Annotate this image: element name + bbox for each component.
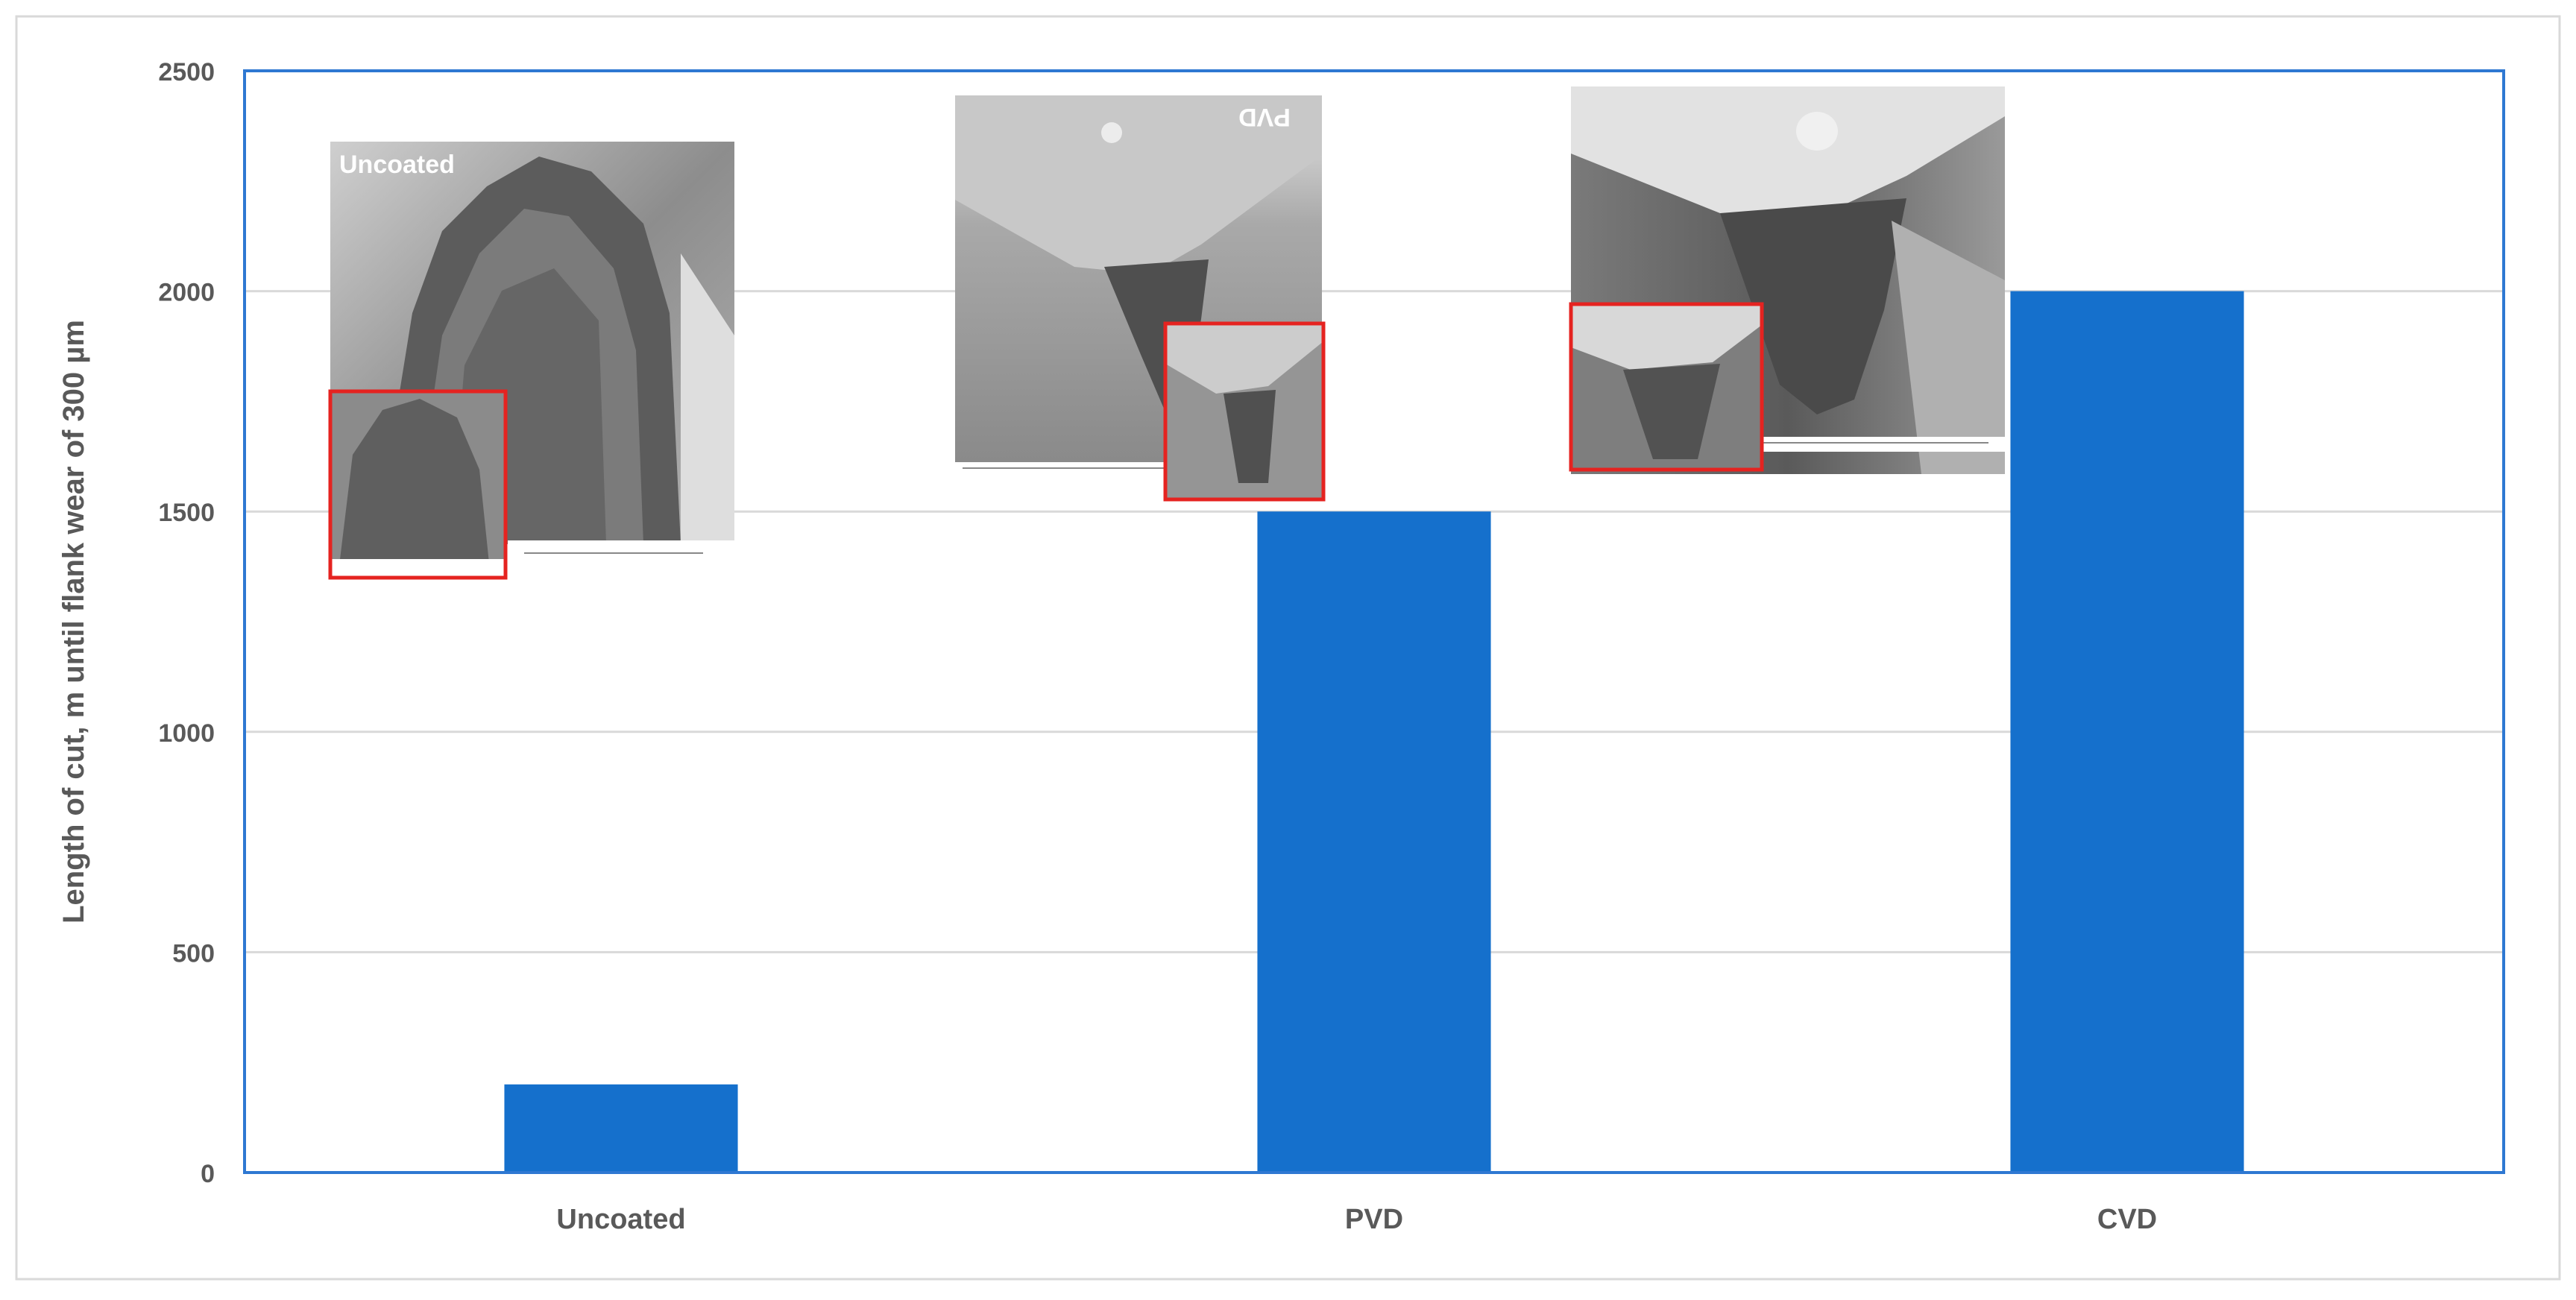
y-tick-label: 2500 xyxy=(158,58,215,86)
y-axis-label: Length of cut, m until flank wear of 300… xyxy=(57,320,90,924)
inset-sem-image-cvd xyxy=(1569,86,2005,474)
sem-micrograph-uncoated-icon: Uncoated xyxy=(328,142,734,581)
x-tick-label: CVD xyxy=(2097,1204,2157,1235)
sem-micrograph-cvd-icon xyxy=(1569,86,2005,474)
bars xyxy=(504,291,2244,1173)
bar-cvd xyxy=(2010,291,2244,1173)
x-tick-label: Uncoated xyxy=(556,1204,685,1235)
y-tick-label: 1000 xyxy=(158,719,215,748)
plot-area-border xyxy=(243,69,2505,1174)
inset-label-pvd: PVD xyxy=(1238,103,1291,131)
x-tick-label: PVD xyxy=(1345,1204,1403,1235)
bar-uncoated xyxy=(504,1084,738,1173)
bar-pvd xyxy=(1257,511,1491,1173)
inset-label-uncoated: Uncoated xyxy=(339,151,455,179)
inset-sem-image-uncoated: Uncoated xyxy=(328,142,734,581)
inset-zoom-box-pvd xyxy=(1163,321,1326,502)
y-tick-label: 500 xyxy=(172,939,215,968)
inset-zoom-box-cvd xyxy=(1569,302,1764,472)
y-tick-label: 0 xyxy=(201,1160,215,1188)
x-axis-tick-labels: Uncoated PVD CVD xyxy=(556,1204,2157,1235)
y-tick-label: 1500 xyxy=(158,499,215,527)
sem-micrograph-pvd-icon: PVD xyxy=(955,95,1326,502)
inset-sem-image-pvd: PVD xyxy=(955,95,1326,502)
y-tick-label: 2000 xyxy=(158,279,215,307)
inset-zoom-box-uncoated xyxy=(328,389,508,580)
y-axis-tick-labels: 0 500 1000 1500 2000 2500 xyxy=(158,58,215,1188)
